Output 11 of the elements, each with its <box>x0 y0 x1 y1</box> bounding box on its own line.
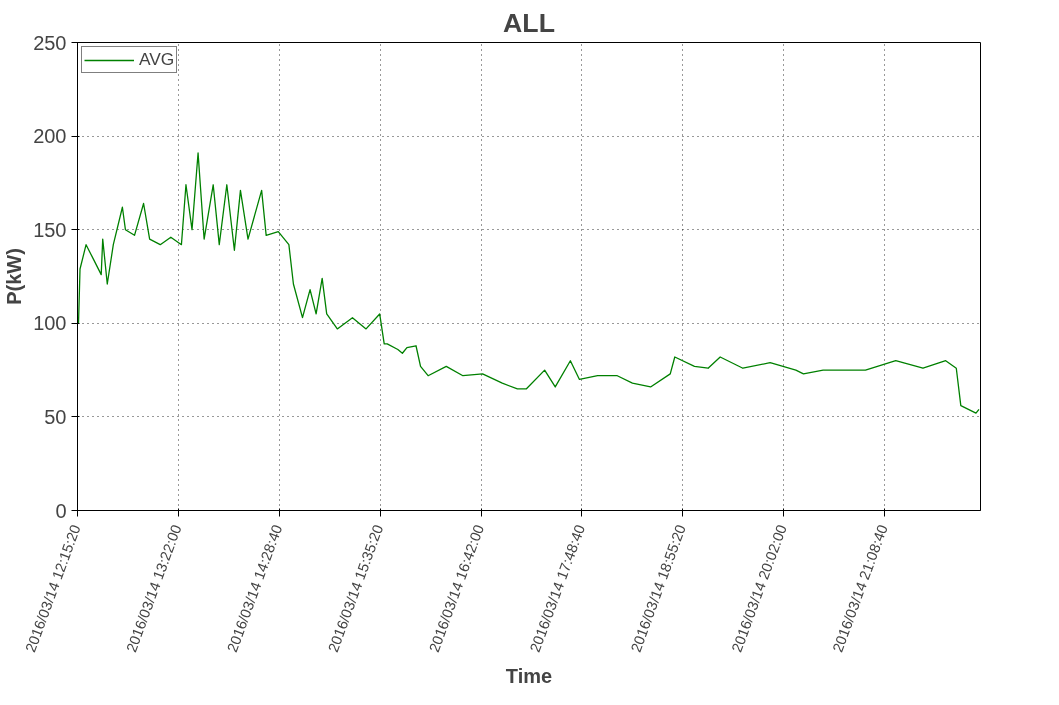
line-series <box>77 152 980 414</box>
x-axis-title: Time <box>505 665 553 688</box>
y-tick-label: 250 <box>33 31 67 54</box>
y-tick-label: 150 <box>33 218 67 241</box>
y-tick-label: 200 <box>33 125 67 148</box>
y-tick-label: 50 <box>44 405 67 428</box>
y-axis-title: P(kW) <box>3 248 26 305</box>
chart-title: ALL <box>503 7 555 38</box>
y-tick-label: 0 <box>55 499 67 522</box>
legend-label: AVG <box>139 49 175 70</box>
y-tick-label: 100 <box>33 312 67 335</box>
